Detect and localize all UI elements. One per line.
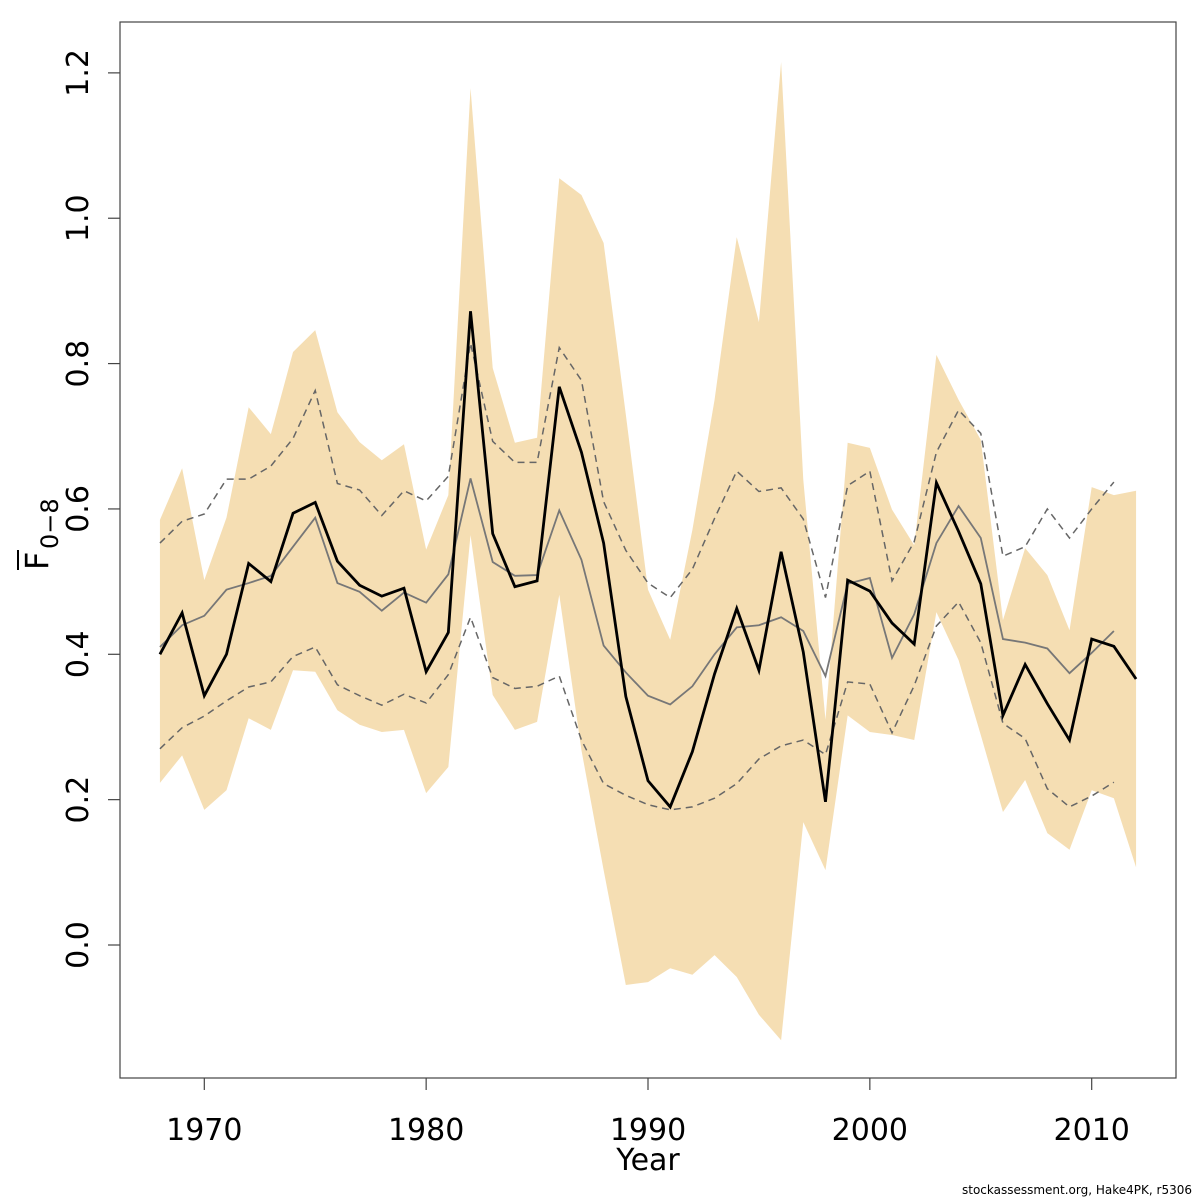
y-tick-label: 0.4 — [61, 630, 96, 678]
series-line — [159, 478, 1115, 706]
y-tick-label: 1.0 — [61, 194, 96, 242]
x-tick-label: 1980 — [388, 1113, 464, 1148]
y-label-main: F — [18, 552, 56, 570]
y-tick-label: 0.0 — [61, 921, 96, 969]
series-line — [159, 343, 1115, 599]
series-line — [158, 311, 1138, 810]
x-tick-label: 2000 — [832, 1113, 908, 1148]
x-tick-label: 2010 — [1054, 1113, 1130, 1148]
footer: stockassessment.org, Hake4PK, r5306 — [962, 1183, 1192, 1197]
y-tick-label: 0.8 — [61, 340, 96, 388]
y-label-sub: 0−8 — [36, 498, 64, 549]
x-tick-label: 1970 — [166, 1113, 242, 1148]
y-tick-label: 0.6 — [61, 485, 96, 533]
y-tick-label: 1.2 — [61, 49, 96, 97]
series-line — [159, 600, 1115, 811]
x-axis-label: Year — [615, 1143, 680, 1178]
x-tick-label: 1990 — [610, 1113, 686, 1148]
y-axis-label: F 0−8 — [17, 498, 64, 570]
y-tick-label: 0.2 — [61, 776, 96, 824]
uncertainty-band — [159, 61, 1137, 1041]
